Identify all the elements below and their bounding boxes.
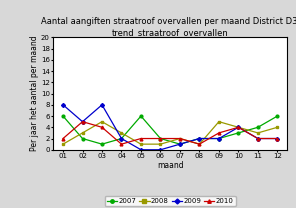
2010	[256, 137, 260, 140]
Title: Aantal aangiften straatroof overvallen per maand District D3:
trend_straatroof_o: Aantal aangiften straatroof overvallen p…	[41, 17, 296, 37]
2007	[61, 115, 65, 117]
2009	[139, 149, 143, 151]
2008	[61, 143, 65, 145]
2007	[120, 137, 123, 140]
2007	[81, 137, 84, 140]
2008	[139, 143, 143, 145]
2007	[139, 115, 143, 117]
2010	[198, 143, 201, 145]
2009	[217, 137, 221, 140]
2010	[120, 143, 123, 145]
2007	[100, 143, 104, 145]
Legend: 2007, 2008, 2009, 2010: 2007, 2008, 2009, 2010	[104, 196, 236, 206]
2008	[256, 132, 260, 134]
2009	[120, 137, 123, 140]
2010	[61, 137, 65, 140]
2007	[217, 137, 221, 140]
2008	[159, 143, 162, 145]
2008	[178, 137, 182, 140]
Y-axis label: Per jaar het aantal per maand: Per jaar het aantal per maand	[30, 36, 39, 151]
2007	[159, 137, 162, 140]
2007	[256, 126, 260, 129]
2009	[237, 126, 240, 129]
2008	[120, 132, 123, 134]
2009	[61, 104, 65, 106]
X-axis label: maand: maand	[157, 161, 184, 170]
2010	[276, 137, 279, 140]
2009	[178, 143, 182, 145]
2010	[100, 126, 104, 129]
2010	[139, 137, 143, 140]
2010	[237, 126, 240, 129]
2008	[198, 143, 201, 145]
2010	[81, 120, 84, 123]
2008	[276, 126, 279, 129]
2009	[198, 137, 201, 140]
2010	[217, 132, 221, 134]
Line: 2010: 2010	[62, 120, 279, 146]
Line: 2007: 2007	[62, 115, 279, 146]
2008	[100, 120, 104, 123]
2008	[217, 120, 221, 123]
2009	[256, 137, 260, 140]
2007	[198, 137, 201, 140]
2007	[237, 132, 240, 134]
2009	[159, 149, 162, 151]
2009	[81, 120, 84, 123]
2007	[276, 115, 279, 117]
2009	[276, 137, 279, 140]
2009	[100, 104, 104, 106]
2007	[178, 143, 182, 145]
2010	[178, 137, 182, 140]
2008	[81, 132, 84, 134]
Line: 2008: 2008	[62, 120, 279, 146]
2008	[237, 126, 240, 129]
2010	[159, 137, 162, 140]
Line: 2009: 2009	[62, 103, 279, 151]
